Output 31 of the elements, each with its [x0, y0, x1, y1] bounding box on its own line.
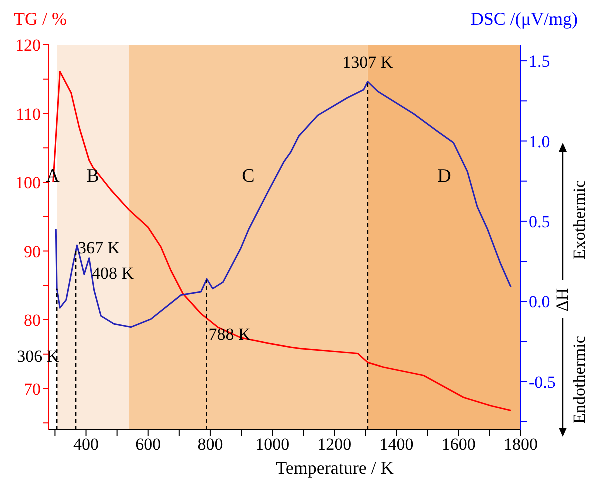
y2-tick-label: 1.0: [529, 132, 550, 152]
x-tick-label: 1400: [380, 435, 414, 454]
x-tick-label: 1000: [256, 435, 290, 454]
y2-tick-label: -0.5: [529, 372, 556, 392]
ref-line-label: 1307 K: [342, 52, 394, 72]
y2-tick-label: 0.5: [529, 212, 550, 232]
x-axis-title: Temperature / K: [276, 458, 394, 478]
y-tick-label: 70: [24, 380, 41, 399]
y-tick-label: 80: [24, 311, 41, 330]
y2-axis-title: DSC /(μV/mg): [470, 9, 578, 29]
ref-line-label: 367 K: [78, 238, 121, 258]
y2-tick-label: 1.5: [529, 52, 550, 72]
x-tick-label: 1200: [318, 435, 352, 454]
text: ΔH: [553, 288, 572, 312]
text: Exothermic: [570, 180, 589, 260]
y-tick-label: 100: [16, 174, 41, 193]
x-tick-label: 600: [136, 435, 162, 454]
y-tick-label: 120: [16, 36, 41, 56]
x-tick-label: 1800: [504, 435, 538, 454]
y-tick-label: 110: [16, 104, 41, 124]
x-tick-label: 400: [74, 435, 100, 454]
x-tick-label: 800: [198, 435, 224, 454]
y-tick-label: 90: [24, 242, 41, 262]
band-label: B: [86, 166, 100, 188]
y-axis-title: TG / %: [14, 9, 67, 29]
y2-tick-label: 0.0: [529, 292, 550, 312]
x-tick-label: 1600: [442, 435, 476, 454]
band-label: D: [438, 166, 452, 188]
text: Endothermic: [570, 336, 589, 424]
band-label: C: [242, 166, 255, 188]
annotation: 408 K: [92, 264, 135, 283]
